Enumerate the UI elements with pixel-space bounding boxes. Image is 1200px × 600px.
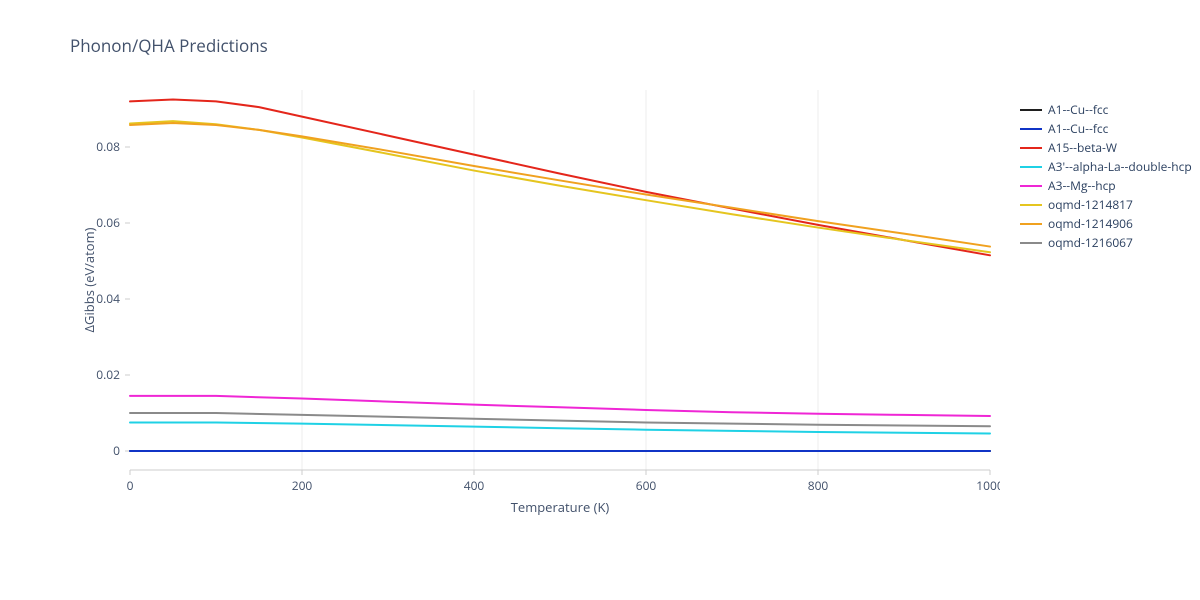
x-tick-label: 800 (808, 477, 829, 494)
legend-item[interactable]: oqmd-1216067 (1020, 233, 1192, 252)
legend-item[interactable]: oqmd-1214906 (1020, 214, 1192, 233)
legend-item[interactable]: A3--Mg--hcp (1020, 176, 1192, 195)
x-tick-label: 0 (127, 477, 134, 494)
legend-item[interactable]: A3'--alpha-La--double-hcp (1020, 157, 1192, 176)
series-line[interactable] (130, 423, 990, 434)
legend-swatch (1020, 223, 1042, 225)
legend-label: A1--Cu--fcc (1048, 120, 1108, 137)
legend-item[interactable]: A15--beta-W (1020, 138, 1192, 157)
chart-title: Phonon/QHA Predictions (70, 34, 268, 57)
x-tick-label: 400 (464, 477, 485, 494)
x-tick-label: 200 (292, 477, 313, 494)
legend-label: A3--Mg--hcp (1048, 177, 1116, 194)
legend-label: oqmd-1214817 (1048, 196, 1133, 213)
legend-item[interactable]: A1--Cu--fcc (1020, 100, 1192, 119)
legend-label: A3'--alpha-La--double-hcp (1048, 158, 1192, 175)
legend-swatch (1020, 185, 1042, 187)
legend-swatch (1020, 204, 1042, 206)
y-tick-label: 0 (113, 442, 120, 459)
x-tick-label: 1000 (976, 477, 1000, 494)
legend-item[interactable]: oqmd-1214817 (1020, 195, 1192, 214)
y-tick-label: 0.04 (96, 290, 120, 307)
legend-label: A15--beta-W (1048, 139, 1117, 156)
x-axis-label: Temperature (K) (511, 498, 610, 516)
legend-label: oqmd-1216067 (1048, 234, 1133, 251)
legend-item[interactable]: A1--Cu--fcc (1020, 119, 1192, 138)
legend-label: A1--Cu--fcc (1048, 101, 1108, 118)
chart-plot-area: 0 200 400 600 800 1000 0 0.02 0.04 0.06 0.08 Temper… (80, 80, 1000, 520)
y-tick-label: 0.02 (96, 366, 120, 383)
legend-swatch (1020, 128, 1042, 130)
legend-swatch (1020, 242, 1042, 244)
legend-label: oqmd-1214906 (1048, 215, 1133, 232)
y-tick-label: 0.06 (96, 214, 120, 231)
y-axis-label: ΔGibbs (eV/atom) (80, 227, 98, 332)
y-tick-label: 0.08 (96, 138, 120, 155)
legend-swatch (1020, 109, 1042, 111)
x-tick-label: 600 (636, 477, 657, 494)
legend-swatch (1020, 147, 1042, 149)
chart-legend: A1--Cu--fcc A1--Cu--fcc A15--beta-W A3'--al… (1020, 100, 1192, 252)
series-line[interactable] (130, 100, 990, 256)
legend-swatch (1020, 166, 1042, 168)
